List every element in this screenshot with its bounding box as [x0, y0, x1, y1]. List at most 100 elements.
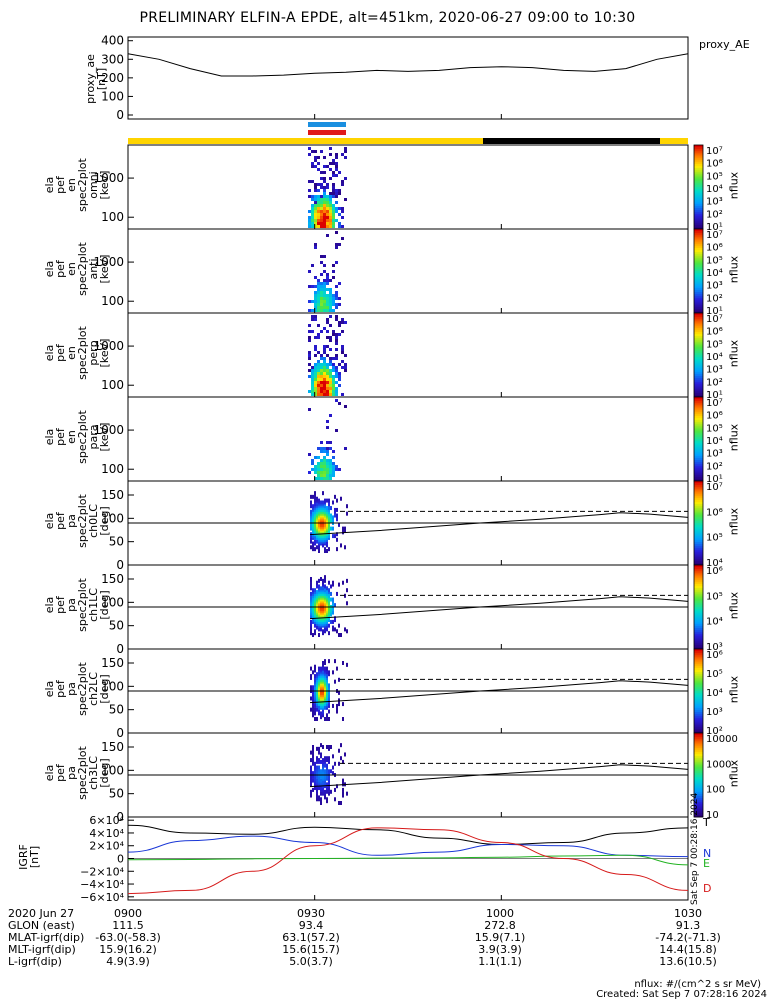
loss-cone-line-ch1LC	[309, 596, 689, 620]
cb-unit-perp: nflux	[727, 339, 741, 368]
cb-unit-ch1: nflux	[727, 591, 741, 620]
igrf-ylabel: IGRF [nT]	[17, 844, 41, 870]
pa-tick-label-ch1LC-100: 100	[101, 595, 124, 609]
footer-value: 14.4(15.8)	[659, 943, 717, 956]
colorbar-label-0-0: 10⁷	[706, 146, 723, 157]
footer-value: 5.0(3.7)	[289, 955, 333, 968]
colorbar-label-1-3: 10⁴	[706, 268, 723, 279]
loss-cone-line-ch0LC	[309, 512, 689, 536]
pa-tick-label-ch0LC-50: 50	[109, 535, 124, 549]
pa-tick-label-ch2LC-0: 0	[116, 726, 124, 740]
cb-unit-ch0: nflux	[727, 507, 741, 536]
igrf-tick-label-6: −6×10⁴	[80, 891, 124, 904]
igrf-legend-d: D	[703, 882, 712, 895]
igrf-line-E	[127, 854, 689, 866]
footer-value: 272.8	[484, 919, 516, 932]
footer-value: 4.9(3.9)	[106, 955, 150, 968]
colorbar-label-5-0: 10⁶	[706, 566, 723, 577]
colorbar-label-2-1: 10⁶	[706, 327, 723, 338]
eclipse-bar	[483, 138, 660, 144]
footer-value: -74.2(-71.3)	[655, 931, 721, 944]
igrf-legend-n: N	[703, 847, 712, 860]
pa-tick-label-ch2LC-50: 50	[109, 703, 124, 717]
colorbar-label-3-0: 10⁷	[706, 398, 723, 409]
footer-value: 91.3	[675, 919, 701, 932]
proxy-ae-line	[127, 53, 689, 77]
footer-value: 63.1(57.2)	[282, 931, 340, 944]
spec-tick-label-para-1000: 1000	[93, 423, 124, 437]
colorbar-label-1-5: 10²	[706, 293, 723, 304]
igrf-line-D	[127, 827, 689, 895]
credit-unit: nflux: #/(cm^2 s sr MeV)	[634, 979, 761, 990]
colorbar-label-2-6: 10¹	[706, 390, 723, 401]
spec-frame-para	[127, 396, 689, 482]
igrf-tick-label-2: 2×10⁴	[89, 840, 124, 853]
pa-tick-label-ch1LC-50: 50	[109, 619, 124, 633]
cb-unit-para: nflux	[727, 423, 741, 452]
pa-tick-label-ch0LC-150: 150	[101, 488, 124, 502]
proxy-tick-label-200: 200	[101, 71, 124, 85]
spec-tick-label-perp-1000: 1000	[93, 339, 124, 353]
footer-value: 111.5	[112, 919, 144, 932]
sunlight-bar	[128, 138, 688, 144]
igrf-tick-label-3: 0	[117, 853, 124, 866]
colorbar-label-6-2: 10⁴	[706, 688, 723, 699]
loss-cone-line-ch3LC	[309, 764, 689, 788]
colorbar-label-3-4: 10³	[706, 449, 723, 460]
colorbar-label-7-1: 1000	[706, 759, 731, 770]
colorbar-label-5-3: 10³	[706, 642, 723, 653]
colorbar-label-1-6: 10¹	[706, 306, 723, 317]
colorbar-label-3-5: 10²	[706, 461, 723, 472]
colorbar-label-7-2: 100	[706, 785, 725, 796]
pa-tick-label-ch3LC-150: 150	[101, 740, 124, 754]
colorbar-label-1-4: 10³	[706, 281, 723, 292]
colorbar-label-0-5: 10²	[706, 209, 723, 220]
igrf-line-T	[127, 824, 689, 845]
proxy-tick-label-100: 100	[101, 89, 124, 103]
footer-value: 3.9(3.9)	[478, 943, 522, 956]
colorbar-label-5-2: 10⁴	[706, 617, 723, 628]
colorbar-label-2-0: 10⁷	[706, 314, 723, 325]
colorbar-7	[693, 732, 704, 818]
colorbar-label-4-1: 10⁶	[706, 507, 723, 518]
colorbar-label-7-3: 10	[706, 810, 719, 821]
footer-value: 1030	[674, 907, 702, 920]
pa-tick-label-ch3LC-50: 50	[109, 787, 124, 801]
spec-frame-anti	[127, 228, 689, 314]
footer-value: 15.9(16.2)	[99, 943, 157, 956]
pa-spectrogram-ch2LC	[310, 659, 348, 721]
pa-tick-label-ch0LC-100: 100	[101, 511, 124, 525]
spec-tick-label-anti-100: 100	[101, 294, 124, 308]
colorbar-label-2-5: 10²	[706, 377, 723, 388]
spec-tick-label-anti-1000: 1000	[93, 255, 124, 269]
cb-unit-anti: nflux	[727, 255, 741, 284]
spectrogram-omni	[308, 147, 347, 228]
science-zone-bar-red	[308, 130, 346, 135]
pa-tick-label-ch2LC-100: 100	[101, 679, 124, 693]
colorbar-label-5-1: 10⁵	[706, 591, 723, 602]
cb-unit-ch3: nflux	[727, 759, 741, 788]
plot-title: PRELIMINARY ELFIN-A EPDE, alt=451km, 202…	[139, 10, 636, 26]
igrf-tick-label-5: −4×10⁴	[80, 878, 124, 891]
spec-tick-label-perp-100: 100	[101, 378, 124, 392]
pa-tick-label-ch3LC-100: 100	[101, 763, 124, 777]
colorbar-label-2-4: 10³	[706, 365, 723, 376]
proxy-ylabel: proxy_ae [nT]	[84, 54, 108, 104]
proxy-tick-label-0: 0	[116, 108, 124, 122]
colorbar-label-2-2: 10⁵	[706, 339, 723, 350]
pa-tick-label-ch0LC-0: 0	[116, 558, 124, 572]
colorbar-label-0-2: 10⁵	[706, 171, 723, 182]
footer-value: 15.9(7.1)	[474, 931, 526, 944]
colorbar-label-4-2: 10⁵	[706, 533, 723, 544]
colorbar-label-3-3: 10⁴	[706, 436, 723, 447]
spec-tick-label-omni-1000: 1000	[93, 171, 124, 185]
colorbar-label-6-4: 10²	[706, 726, 723, 737]
colorbar-label-3-6: 10¹	[706, 474, 723, 485]
igrf-line-N	[127, 835, 689, 858]
colorbar-label-2-3: 10⁴	[706, 352, 723, 363]
colorbar-label-6-1: 10⁵	[706, 669, 723, 680]
colorbar-label-4-3: 10⁴	[706, 558, 723, 569]
colorbar-label-3-1: 10⁶	[706, 411, 723, 422]
proxy-series-label: proxy_AE	[699, 38, 750, 51]
footer-value: 0930	[297, 907, 325, 920]
